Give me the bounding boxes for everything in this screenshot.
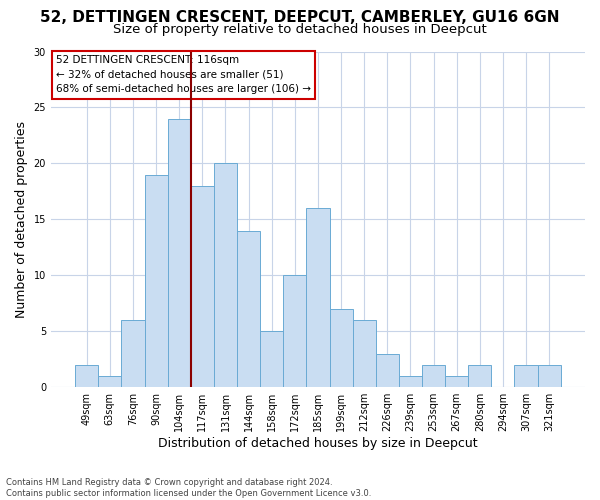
Bar <box>376 354 399 387</box>
Text: 52 DETTINGEN CRESCENT: 116sqm
← 32% of detached houses are smaller (51)
68% of s: 52 DETTINGEN CRESCENT: 116sqm ← 32% of d… <box>56 55 311 94</box>
Text: 52, DETTINGEN CRESCENT, DEEPCUT, CAMBERLEY, GU16 6GN: 52, DETTINGEN CRESCENT, DEEPCUT, CAMBERL… <box>40 10 560 25</box>
Text: Contains HM Land Registry data © Crown copyright and database right 2024.
Contai: Contains HM Land Registry data © Crown c… <box>6 478 371 498</box>
Bar <box>167 118 191 387</box>
Bar <box>237 230 260 387</box>
Bar <box>422 365 445 387</box>
Bar <box>468 365 491 387</box>
Bar <box>399 376 422 387</box>
Bar <box>283 276 307 387</box>
Bar <box>445 376 468 387</box>
Bar <box>98 376 121 387</box>
Bar <box>191 186 214 387</box>
Bar <box>121 320 145 387</box>
Bar <box>353 320 376 387</box>
Bar <box>514 365 538 387</box>
Bar <box>329 309 353 387</box>
Text: Size of property relative to detached houses in Deepcut: Size of property relative to detached ho… <box>113 22 487 36</box>
Bar <box>145 174 167 387</box>
X-axis label: Distribution of detached houses by size in Deepcut: Distribution of detached houses by size … <box>158 437 478 450</box>
Y-axis label: Number of detached properties: Number of detached properties <box>15 121 28 318</box>
Bar <box>214 164 237 387</box>
Bar <box>260 332 283 387</box>
Bar <box>307 208 329 387</box>
Bar <box>538 365 561 387</box>
Bar <box>75 365 98 387</box>
